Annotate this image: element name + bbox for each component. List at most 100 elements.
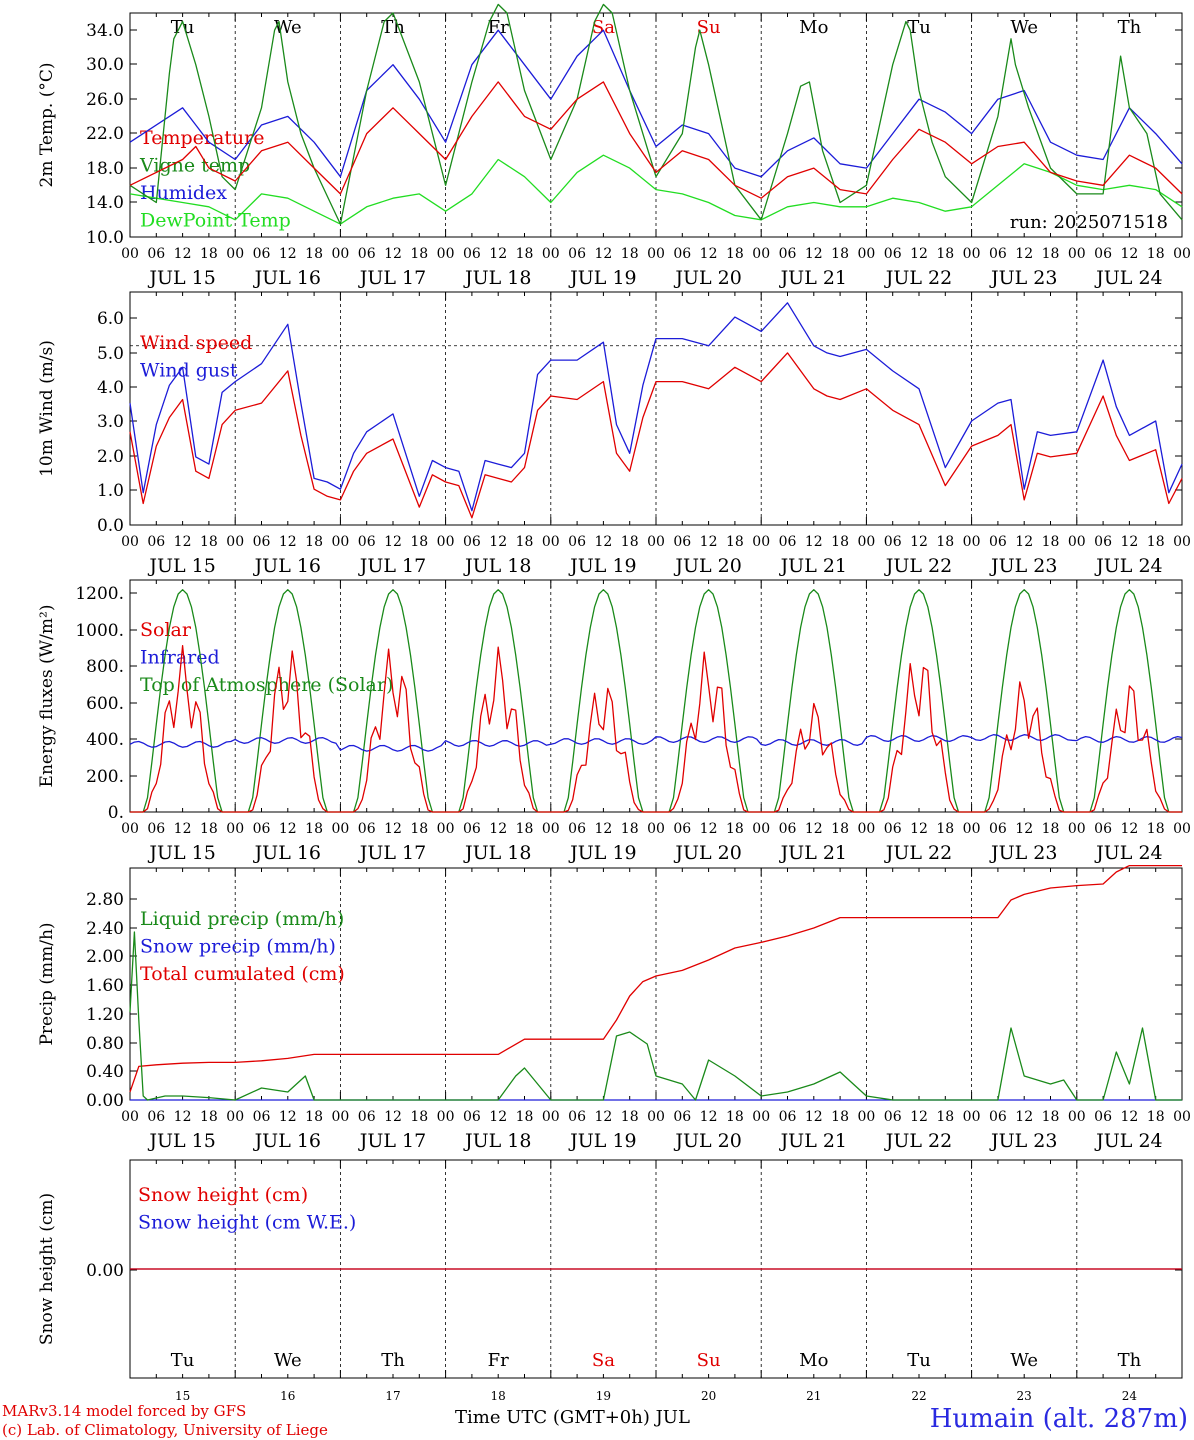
x-hour-label: 00 xyxy=(1068,534,1086,550)
x-hour-label: 06 xyxy=(147,246,165,262)
x-hour-label: 06 xyxy=(358,821,376,837)
x-date-label: JUL 22 xyxy=(884,555,952,577)
day-number: 22 xyxy=(911,1389,926,1403)
x-hour-label: 00 xyxy=(437,534,455,550)
x-date-label: JUL 22 xyxy=(884,267,952,289)
x-hour-label: 12 xyxy=(910,246,928,262)
x-hour-label: 12 xyxy=(489,1109,507,1125)
y-tick-label: 4.0 xyxy=(97,378,124,398)
y-tick-label: 6.0 xyxy=(97,309,124,329)
x-hour-label: 12 xyxy=(174,534,192,550)
x-hour-label: 06 xyxy=(989,1109,1007,1125)
wind-speed-line xyxy=(129,352,1183,519)
x-hour-label: 18 xyxy=(1042,534,1060,550)
y-axis-label: Energy fluxes (W/m²) xyxy=(37,605,57,788)
x-hour-label: 12 xyxy=(279,1109,297,1125)
x-hour-label: 12 xyxy=(384,1109,402,1125)
day-number: 18 xyxy=(491,1389,506,1403)
x-hour-label: 06 xyxy=(568,246,586,262)
x-hour-label: 12 xyxy=(594,1109,612,1125)
x-hour-label: 06 xyxy=(147,534,165,550)
x-hour-label: 00 xyxy=(1173,246,1191,262)
x-hour-label: 00 xyxy=(121,534,139,550)
x-hour-label: 18 xyxy=(516,534,534,550)
x-hour-label: 12 xyxy=(910,1109,928,1125)
x-hour-label: 12 xyxy=(1120,1109,1138,1125)
y-tick-label: 1.20 xyxy=(86,1005,124,1025)
y-tick-label: 1200. xyxy=(75,584,124,604)
x-hour-label: 18 xyxy=(621,821,639,837)
day-label: Su xyxy=(697,17,721,38)
x-date-label: JUL 21 xyxy=(779,1130,847,1152)
x-hour-label: 18 xyxy=(1147,246,1165,262)
x-date-label: JUL 19 xyxy=(568,842,636,864)
x-hour-label: 12 xyxy=(805,1109,823,1125)
y-tick-label: 2.0 xyxy=(97,447,124,467)
x-hour-label: 18 xyxy=(200,1109,218,1125)
x-hour-label: 00 xyxy=(752,1109,770,1125)
legend-entry: Wind speed xyxy=(140,332,252,354)
x-date-label: JUL 19 xyxy=(568,1130,636,1152)
x-hour-label: 00 xyxy=(963,534,981,550)
model-credit: MARv3.14 model forced by GFS xyxy=(2,1402,247,1420)
x-hour-label: 12 xyxy=(489,534,507,550)
legend-entry: Snow precip (mm/h) xyxy=(140,936,336,958)
day-label: Sa xyxy=(592,17,615,38)
x-hour-label: 18 xyxy=(410,246,428,262)
x-date-label: JUL 17 xyxy=(358,1130,426,1152)
x-hour-label: 12 xyxy=(910,821,928,837)
x-date-label: JUL 15 xyxy=(147,267,215,289)
legend-entry: Liquid precip (mm/h) xyxy=(140,908,344,930)
x-date-label: JUL 15 xyxy=(147,1130,215,1152)
x-hour-label: 18 xyxy=(831,534,849,550)
x-hour-label: 18 xyxy=(1042,821,1060,837)
x-hour-label: 18 xyxy=(1147,821,1165,837)
x-hour-label: 00 xyxy=(331,246,349,262)
x-hour-label: 00 xyxy=(437,246,455,262)
y-tick-label: 30.0 xyxy=(86,55,124,75)
x-hour-label: 06 xyxy=(1094,534,1112,550)
x-hour-label: 12 xyxy=(805,246,823,262)
x-hour-label: 06 xyxy=(253,821,271,837)
x-hour-label: 06 xyxy=(147,1109,165,1125)
x-hour-label: 18 xyxy=(936,1109,954,1125)
x-hour-label: 00 xyxy=(857,1109,875,1125)
x-hour-label: 18 xyxy=(726,534,744,550)
infrared-line xyxy=(129,734,1183,752)
day-label: We xyxy=(1010,17,1038,38)
x-hour-label: 18 xyxy=(516,1109,534,1125)
x-hour-label: 06 xyxy=(989,246,1007,262)
x-hour-label: 00 xyxy=(121,246,139,262)
day-label: Tu xyxy=(171,17,195,38)
y-tick-label: 1.0 xyxy=(97,481,124,501)
x-hour-label: 12 xyxy=(700,1109,718,1125)
temperature-line xyxy=(129,81,1183,199)
dewpoint-temp-line xyxy=(129,154,1183,225)
x-hour-label: 06 xyxy=(673,1109,691,1125)
x-hour-label: 00 xyxy=(542,821,560,837)
x-hour-label: 06 xyxy=(358,1109,376,1125)
y-tick-label: 0.00 xyxy=(86,1261,124,1281)
x-hour-label: 12 xyxy=(1120,534,1138,550)
x-date-label: JUL 21 xyxy=(779,555,847,577)
x-date-label: JUL 21 xyxy=(779,267,847,289)
solar-line xyxy=(130,645,1182,813)
x-hour-label: 06 xyxy=(779,534,797,550)
x-date-label: JUL 18 xyxy=(463,842,531,864)
x-date-label: JUL 22 xyxy=(884,1130,952,1152)
total-cumulated-cm-line xyxy=(129,864,1182,1093)
day-label: We xyxy=(274,1350,302,1371)
x-hour-label: 18 xyxy=(1147,1109,1165,1125)
y-tick-label: 0. xyxy=(108,803,124,823)
y-tick-label: 0.0 xyxy=(97,516,124,536)
day-number: 16 xyxy=(280,1389,295,1403)
x-hour-label: 00 xyxy=(857,821,875,837)
x-date-label: JUL 22 xyxy=(884,842,952,864)
x-hour-label: 18 xyxy=(936,821,954,837)
x-hour-label: 12 xyxy=(1015,821,1033,837)
day-label: Th xyxy=(381,1350,405,1371)
x-date-label: JUL 16 xyxy=(253,842,321,864)
y-tick-label: 1.60 xyxy=(86,976,124,996)
x-hour-label: 00 xyxy=(121,821,139,837)
day-label: Sa xyxy=(592,1350,615,1371)
